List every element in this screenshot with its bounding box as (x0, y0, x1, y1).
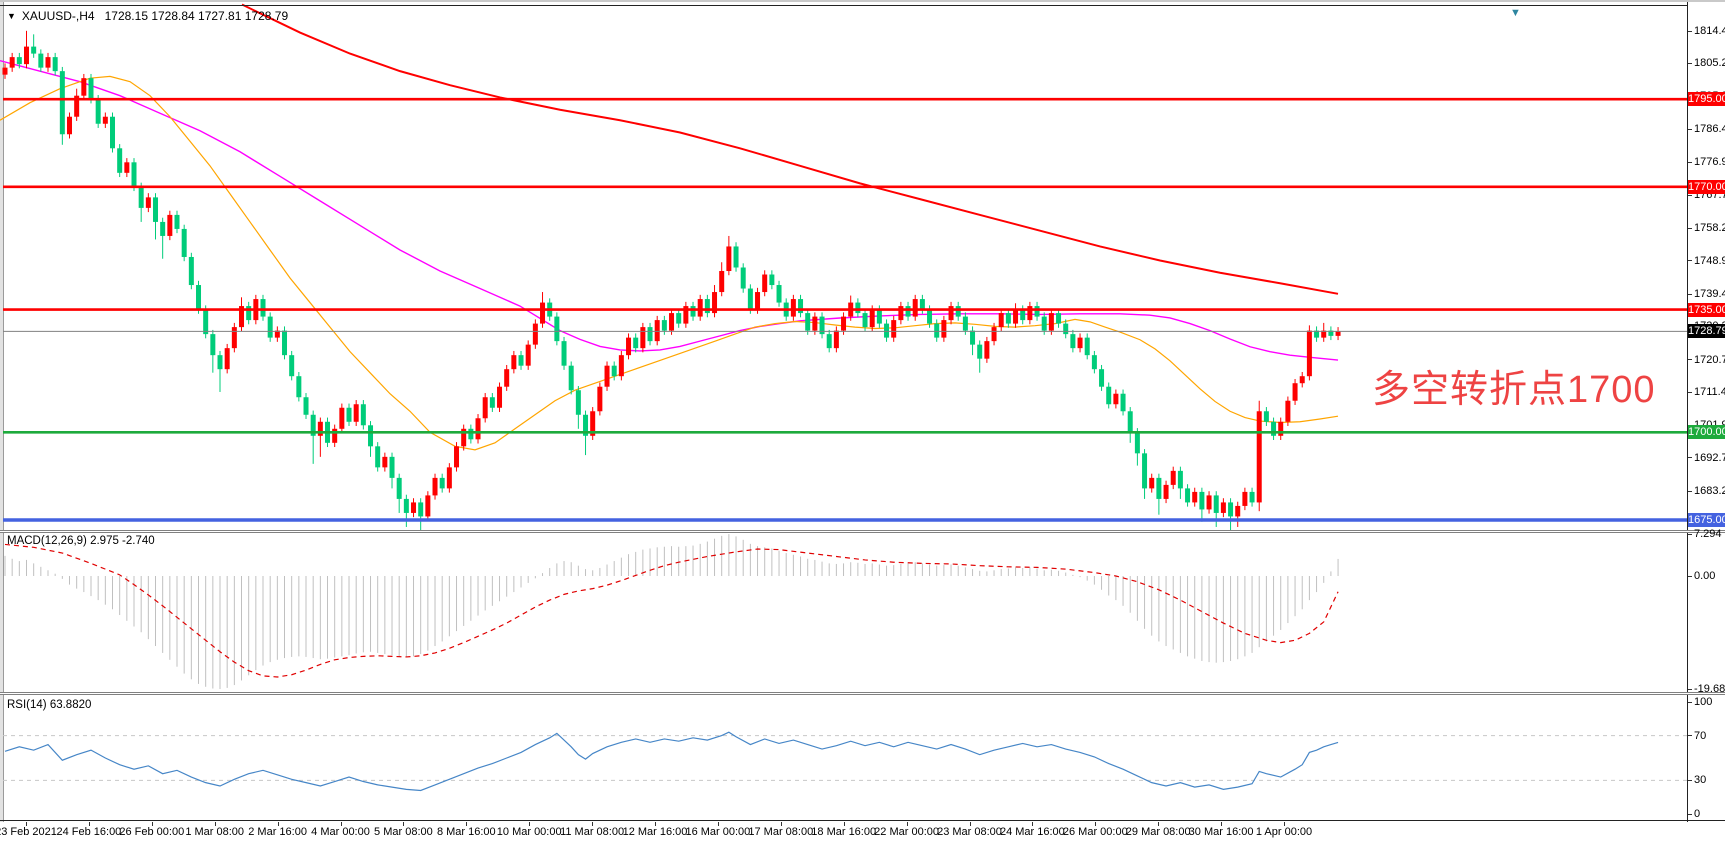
horizontal-level-lines (3, 97, 1687, 522)
time-tick-label: 16 Mar 00:00 (685, 826, 751, 838)
price-badge: 1770.00 (1688, 179, 1725, 194)
price-tick-label: 1748.95 (1688, 255, 1725, 267)
time-tick-label: 1 Mar 08:00 (185, 826, 245, 838)
rsi-gridlines (3, 735, 1687, 781)
time-axis-border (0, 820, 1725, 821)
time-tick-mark (592, 822, 594, 826)
time-tick-label: 17 Mar 08:00 (748, 826, 814, 838)
time-tick-mark (277, 822, 279, 826)
time-tick-label: 18 Mar 16:00 (811, 826, 877, 838)
price-badge: 1675.00 (1688, 512, 1725, 527)
rsi-line (4, 731, 1339, 792)
ma-fast-line (0, 75, 1339, 451)
time-tick-mark (88, 822, 90, 826)
time-tick-mark (1095, 822, 1097, 826)
window-left-edge (0, 2, 4, 842)
time-tick-mark (843, 822, 845, 826)
price-badge: 1728.79 (1688, 324, 1725, 339)
time-tick-label: 30 Mar 16:00 (1188, 826, 1254, 838)
time-tick-label: 26 Feb 00:00 (119, 826, 185, 838)
price-tick-label: 1758.20 (1688, 222, 1725, 234)
time-tick-label: 5 Mar 08:00 (374, 826, 433, 838)
time-tick-label: 8 Mar 16:00 (436, 826, 496, 838)
chart-shift-marker-icon[interactable]: ▼ (1510, 7, 1521, 19)
candlestick-series (2, 30, 1341, 533)
ma-mid-line (0, 59, 1339, 361)
ma-slow-line (241, 3, 1339, 295)
price-tick-label: 100 (1688, 696, 1725, 708)
time-tick-label: 29 Mar 08:00 (1125, 826, 1191, 838)
chart-top-border (0, 5, 1687, 6)
price-tick-label: 1776.95 (1688, 156, 1725, 168)
time-tick-label: 24 Mar 16:00 (999, 826, 1065, 838)
time-tick-label: 22 Mar 00:00 (874, 826, 940, 838)
time-tick-mark (26, 822, 27, 826)
annotation-text[interactable]: 多空转折点1700 (1372, 369, 1656, 411)
symbol-period-label: XAUUSD-,H4 (21, 9, 95, 23)
time-tick-label: 2 Mar 16:00 (248, 826, 307, 838)
time-tick-label: 1 Apr 00:00 (1255, 826, 1313, 838)
time-tick-label: 24 Feb 16:00 (56, 826, 122, 838)
panel-splitter[interactable] (0, 530, 1725, 533)
macd-histogram (4, 534, 1339, 690)
price-tick-label: 1720.70 (1688, 354, 1725, 366)
time-tick-label: 4 Mar 00:00 (311, 826, 370, 838)
time-tick-label: 26 Mar 00:00 (1062, 826, 1128, 838)
time-tick-mark (529, 822, 531, 826)
price-tick-label: 7.294 (1688, 528, 1725, 540)
time-tick-mark (340, 822, 342, 826)
time-tick-mark (466, 822, 468, 826)
ohlc-values: 1728.15 1728.84 1727.81 1728.79 (104, 9, 289, 23)
price-badge: 1795.00 (1688, 92, 1725, 107)
price-tick-label: -19.689 (1688, 683, 1725, 695)
price-axis[interactable]: 1814.451805.201795.951786.451776.951767.… (1688, 2, 1725, 842)
time-tick-mark (1284, 822, 1285, 826)
time-tick-mark (1032, 822, 1034, 826)
symbol-dropdown-icon[interactable]: ▼ (7, 11, 16, 21)
price-axis-separator (1687, 2, 1688, 822)
price-tick-label: 1739.45 (1688, 288, 1725, 300)
time-tick-label: 10 Mar 00:00 (496, 826, 562, 838)
price-tick-label: 1683.20 (1688, 485, 1725, 497)
chart-title: ▼ XAUUSD-,H4 1728.15 1728.84 1727.81 1728.… (7, 9, 288, 23)
time-axis[interactable]: 23 Feb 2021 24 Feb 16:00 26 Feb 00:00 1 Mar… (0, 822, 1688, 842)
price-tick-label: 1786.45 (1688, 123, 1725, 135)
time-tick-label: 11 Mar 08:00 (560, 826, 625, 838)
price-tick-label: 0 (1688, 808, 1725, 820)
panel-splitter[interactable] (0, 692, 1725, 695)
price-tick-label: 30 (1688, 774, 1725, 786)
price-badge: 1735.00 (1688, 302, 1725, 317)
macd-indicator-label: MACD(12,26,9) 2.975 -2.740 (7, 535, 155, 547)
price-tick-label: 1711.45 (1688, 386, 1725, 398)
time-tick-mark (969, 822, 971, 826)
time-tick-mark (717, 822, 719, 826)
macd-signal-line (4, 543, 1339, 678)
price-tick-label: 1814.45 (1688, 25, 1725, 37)
rsi-indicator-label: RSI(14) 63.8820 (7, 699, 92, 711)
price-tick-label: 1805.20 (1688, 57, 1725, 69)
time-tick-mark (1221, 822, 1223, 826)
time-tick-mark (655, 822, 656, 826)
time-tick-mark (780, 822, 782, 826)
price-badge: 1700.00 (1688, 425, 1725, 440)
time-tick-mark (1158, 822, 1160, 826)
price-tick-label: 70 (1688, 730, 1725, 742)
price-tick-label: 1692.70 (1688, 452, 1725, 464)
time-tick-mark (214, 822, 216, 826)
time-tick-label: 23 Feb 2021 (0, 826, 57, 838)
time-tick-mark (151, 822, 153, 826)
time-tick-label: 23 Mar 08:00 (937, 826, 1002, 838)
time-tick-label: 12 Mar 16:00 (622, 826, 688, 838)
time-tick-mark (403, 822, 405, 826)
price-tick-label: 0.00 (1688, 570, 1725, 582)
time-tick-mark (906, 822, 908, 826)
